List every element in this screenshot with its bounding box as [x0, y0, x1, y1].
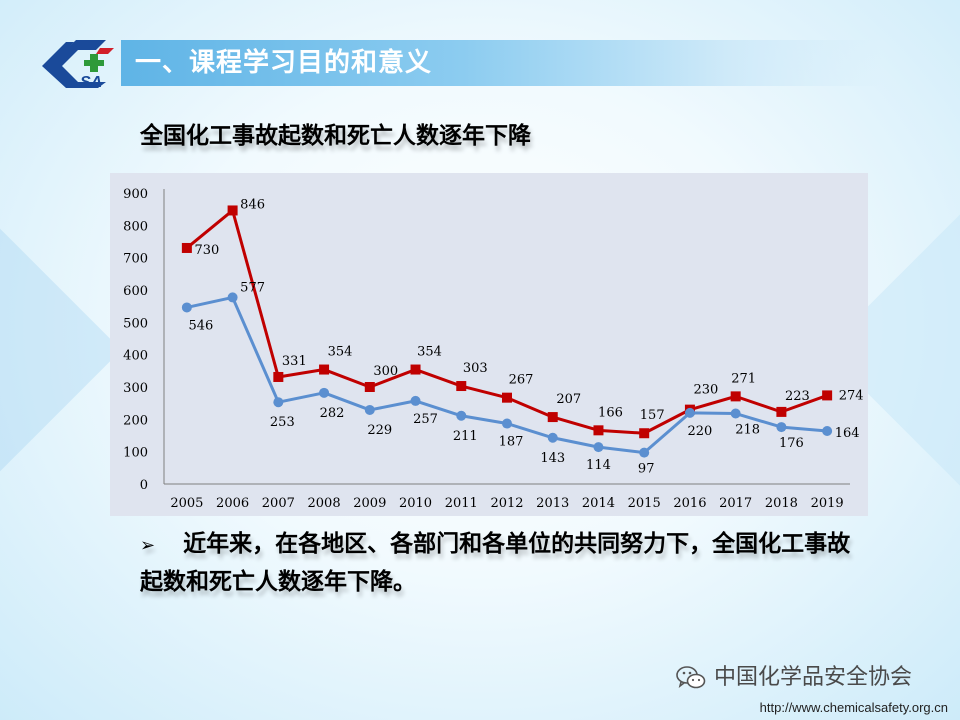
data-point — [227, 205, 238, 216]
data-point — [319, 364, 330, 375]
x-tick-label: 2009 — [353, 496, 386, 511]
y-tick-label: 500 — [123, 316, 148, 331]
data-point — [410, 364, 421, 375]
data-point — [547, 412, 558, 423]
data-point — [273, 397, 284, 408]
data-point — [502, 418, 512, 429]
data-label: 143 — [540, 451, 565, 466]
chart-panel — [110, 173, 868, 516]
data-label: 211 — [453, 429, 478, 444]
y-tick-label: 600 — [123, 284, 148, 299]
bullet-text: 近年来，在各地区、各部门和各单位的共同努力下，全国化工事故起数和死亡人数逐年下降… — [140, 531, 851, 595]
data-label: 207 — [556, 392, 581, 407]
x-tick-label: 2019 — [811, 496, 844, 511]
data-label: 164 — [835, 426, 860, 441]
wechat-icon — [676, 666, 706, 689]
data-point — [776, 422, 787, 433]
x-tick-label: 2018 — [765, 496, 798, 511]
page-title: 一、课程学习目的和意义 — [135, 48, 433, 78]
data-label: 354 — [328, 345, 353, 360]
y-tick-label: 800 — [123, 219, 148, 234]
data-label: 846 — [240, 197, 265, 212]
title-bar — [121, 40, 881, 86]
line-chart: 0 100 200 300 400 500 600 700 800 900 2005 2006 2007… — [123, 187, 864, 511]
data-label: 253 — [270, 415, 295, 430]
x-tick-label: 2012 — [490, 496, 523, 511]
data-point — [684, 407, 695, 418]
y-tick-label: 900 — [123, 187, 148, 202]
data-label: 187 — [499, 435, 524, 450]
x-tick-label: 2013 — [536, 496, 569, 511]
y-tick-label: 200 — [123, 413, 148, 428]
data-point — [364, 382, 375, 392]
logo-text: SA — [80, 74, 102, 90]
footer-org: 中国化学品安全协会 — [676, 664, 912, 692]
data-point — [822, 425, 833, 436]
data-label: 220 — [688, 424, 713, 439]
x-tick-label: 2006 — [216, 496, 249, 511]
data-point — [593, 442, 604, 453]
y-tick-label: 100 — [123, 446, 148, 461]
data-label: 274 — [839, 388, 864, 403]
data-label: 271 — [731, 371, 756, 386]
data-label: 331 — [282, 354, 307, 369]
data-point — [639, 447, 650, 458]
background-decoration-left — [0, 208, 122, 492]
x-tick-label: 2008 — [308, 496, 341, 511]
x-tick-label: 2007 — [262, 496, 295, 511]
x-tick-label: 2010 — [399, 496, 432, 511]
data-label: 577 — [240, 280, 265, 295]
data-label: 97 — [638, 462, 655, 477]
data-point — [456, 410, 467, 421]
data-label: 546 — [188, 318, 213, 333]
footer-url[interactable]: http://www.chemicalsafety.org.cn — [759, 700, 948, 715]
data-point — [547, 432, 558, 443]
y-tick-label: 400 — [123, 349, 148, 364]
data-label: 257 — [413, 412, 438, 427]
data-label: 176 — [779, 436, 804, 451]
chart-subtitle: 全国化工事故起数和死亡人数逐年下降 — [140, 123, 531, 149]
data-point — [593, 425, 604, 436]
data-label: 218 — [735, 423, 760, 438]
data-label: 114 — [586, 458, 611, 473]
data-point — [181, 302, 192, 313]
data-label: 223 — [785, 389, 810, 404]
data-point — [227, 292, 238, 303]
data-label: 230 — [694, 383, 719, 398]
bullet-arrow-icon: ➢ — [140, 535, 156, 556]
data-label: 267 — [509, 373, 534, 388]
x-tick-label: 2017 — [719, 496, 752, 511]
csa-logo: SA — [42, 40, 114, 90]
data-label: 282 — [320, 406, 345, 421]
x-tick-label: 2015 — [628, 496, 661, 511]
data-point — [410, 395, 421, 406]
bullet-paragraph: ➢ 近年来，在各地区、各部门和各单位的共同努力下，全国化工事故起数和死亡人数逐年下… — [140, 526, 870, 601]
data-point — [639, 428, 650, 439]
y-tick-label: 700 — [123, 252, 148, 267]
data-point — [730, 391, 741, 402]
x-tick-label: 2016 — [673, 496, 706, 511]
y-tick-label: 300 — [123, 381, 148, 396]
data-point — [776, 406, 787, 417]
data-label: 303 — [463, 361, 488, 376]
data-point — [319, 387, 330, 398]
data-label: 730 — [194, 243, 219, 258]
data-point — [456, 381, 467, 392]
x-tick-label: 2005 — [170, 496, 203, 511]
data-point — [822, 390, 833, 401]
data-label: 166 — [598, 405, 623, 420]
footer-org-name: 中国化学品安全协会 — [714, 665, 913, 690]
x-tick-label: 2014 — [582, 496, 615, 511]
data-label: 229 — [367, 423, 392, 438]
data-label: 300 — [373, 364, 398, 379]
data-point — [730, 408, 741, 419]
data-point — [181, 242, 192, 253]
y-tick-label: 0 — [140, 478, 148, 493]
x-tick-label: 2011 — [445, 496, 478, 511]
data-point — [273, 371, 284, 382]
data-label: 354 — [417, 345, 442, 360]
data-point — [502, 392, 512, 403]
data-point — [364, 404, 375, 415]
data-label: 157 — [640, 408, 665, 423]
